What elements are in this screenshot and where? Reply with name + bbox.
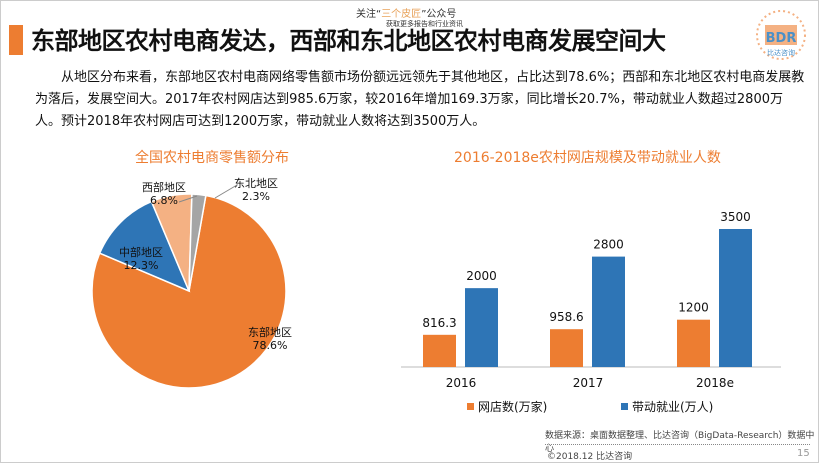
bar-0-0	[423, 334, 456, 367]
pie-label-2: 西部地区	[142, 180, 186, 194]
pie-label-3: 东北地区	[234, 177, 278, 190]
bar-label: 958.6	[549, 310, 583, 324]
pie-value-2: 6.8%	[150, 194, 178, 207]
bar-label: 3500	[720, 210, 751, 224]
svg-text:BDR: BDR	[766, 31, 797, 46]
leader-line-northeast	[214, 184, 238, 199]
bdr-logo: BDR 比达咨询	[756, 10, 806, 60]
watermark-sub: 获取更多报告和行业资讯	[386, 20, 463, 28]
bar-label: 1200	[678, 301, 709, 315]
x-tick-label: 2018e	[696, 376, 734, 390]
bar-label: 2000	[466, 269, 497, 283]
data-source: 数据来源：桌面数据整理、比达咨询（BigData-Research）数据中心	[545, 431, 815, 454]
bar-0-1	[550, 329, 583, 367]
pie-slice-3	[188, 193, 207, 292]
legend-swatch-0	[467, 403, 474, 410]
page-title: 东部地区农村电商发达，西部和东北地区农村电商发展空间大	[31, 27, 666, 55]
bar-1-0	[465, 288, 498, 367]
summary-paragraph: 从地区分布来看，东部地区农村电商网络零售额市场份额远远领先于其他地区，占比达到7…	[35, 70, 805, 129]
title-accent-bar	[9, 25, 23, 55]
bar-1-2	[719, 229, 752, 367]
pie-label-0: 东部地区	[248, 325, 292, 339]
pie-value-3: 2.3%	[242, 190, 270, 203]
copyright: ©2018.12 比达咨询	[547, 452, 633, 462]
pie-slice-1	[98, 200, 191, 293]
footer-divider	[545, 444, 810, 445]
x-tick-label: 2017	[573, 376, 604, 390]
bar-title: 2016-2018e农村网店规模及带动就业人数	[454, 150, 721, 166]
pie-title: 全国农村电商零售额分布	[135, 150, 289, 166]
svg-text:比达咨询: 比达咨询	[767, 48, 795, 57]
page-number: 15	[797, 448, 810, 459]
pie-value-0: 78.6%	[253, 339, 288, 352]
x-tick-label: 2016	[446, 376, 477, 390]
bar-label: 816.3	[422, 316, 456, 330]
bar-label: 2800	[593, 238, 624, 252]
pie-value-1: 12.3%	[124, 259, 159, 272]
watermark: 关注“三个皮匠”公众号	[356, 9, 457, 20]
legend-swatch-1	[621, 403, 628, 410]
bar-0-2	[677, 319, 710, 367]
legend-label-1: 带动就业(万人)	[632, 400, 713, 414]
leader-line-west	[178, 195, 198, 203]
bar-1-1	[592, 256, 625, 367]
pie-label-1: 中部地区	[119, 245, 163, 259]
legend-label-0: 网店数(万家)	[478, 399, 547, 414]
